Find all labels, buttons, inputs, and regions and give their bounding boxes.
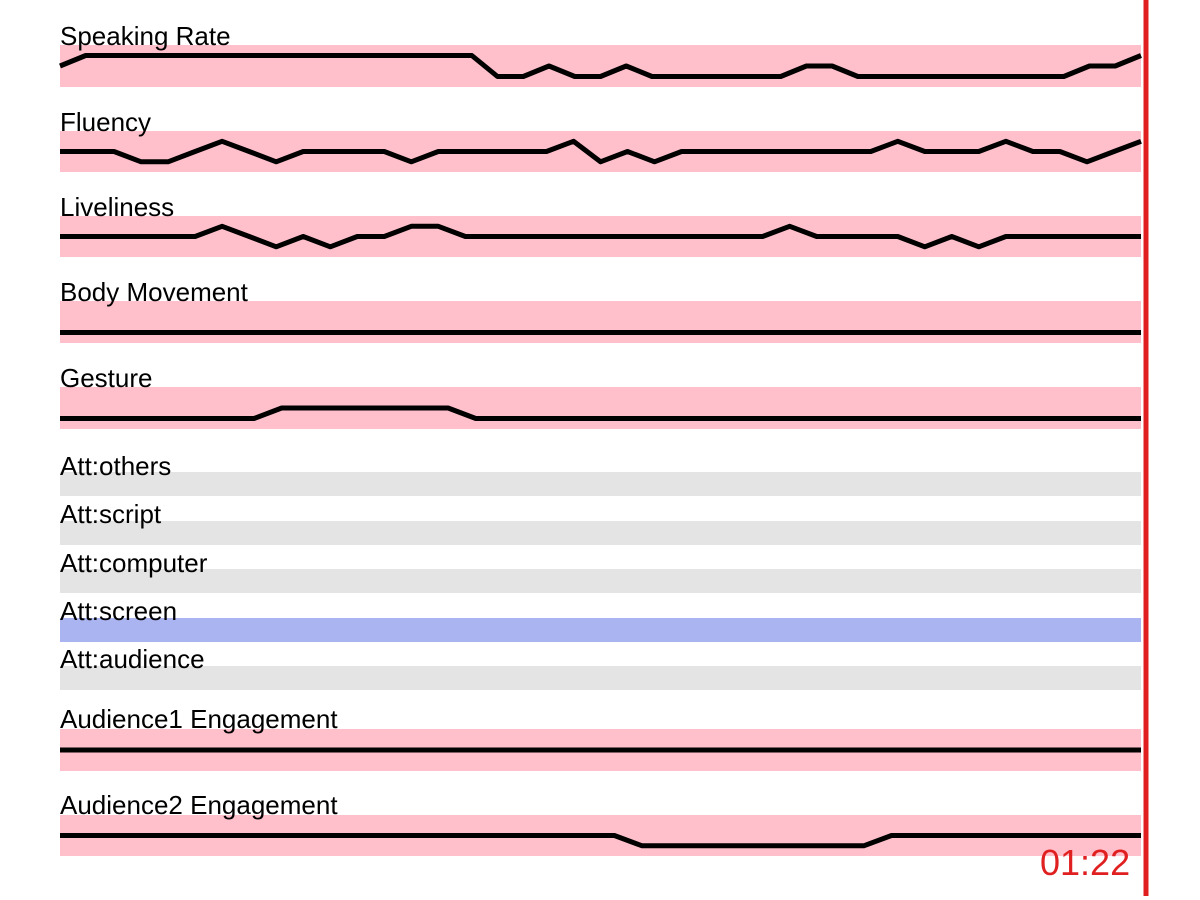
track-liveliness: Liveliness <box>60 192 1141 257</box>
track-label: Body Movement <box>60 277 249 307</box>
attention-band <box>60 521 1141 545</box>
time-readout: 01:22 <box>1040 842 1131 883</box>
track-label: Gesture <box>60 363 153 393</box>
trace-line <box>60 405 1141 421</box>
track-label: Liveliness <box>60 192 174 222</box>
trace-line <box>60 223 1141 250</box>
attention-band <box>60 569 1141 593</box>
track-band <box>60 45 1141 87</box>
track-att-screen: Att:screen <box>60 596 1141 642</box>
track-band <box>60 301 1141 343</box>
track-label: Fluency <box>60 107 151 137</box>
track-audience1-engagement: Audience1 Engagement <box>60 704 1141 771</box>
track-audience2-engagement: Audience2 Engagement <box>60 790 1141 856</box>
track-label: Att:screen <box>60 596 177 626</box>
track-att-audience: Att:audience <box>60 644 1141 690</box>
track-att-others: Att:others <box>60 451 1141 496</box>
track-label: Att:computer <box>60 548 208 578</box>
track-label: Att:audience <box>60 644 205 674</box>
track-gesture: Gesture <box>60 363 1141 429</box>
track-att-computer: Att:computer <box>60 548 1141 593</box>
track-label: Att:others <box>60 451 171 481</box>
track-label: Speaking Rate <box>60 21 231 51</box>
attention-band <box>60 472 1141 496</box>
trace-line <box>60 833 1141 849</box>
track-fluency: Fluency <box>60 107 1142 172</box>
attention-band <box>60 666 1141 690</box>
track-speaking-rate: Speaking Rate <box>59 21 1142 87</box>
track-att-script: Att:script <box>60 499 1141 545</box>
track-label: Att:script <box>60 499 162 529</box>
track-body-movement: Body Movement <box>60 277 1141 343</box>
attention-band <box>60 618 1141 642</box>
track-label: Audience2 Engagement <box>60 790 338 820</box>
track-band <box>60 387 1141 429</box>
track-label: Audience1 Engagement <box>60 704 338 734</box>
trace-line <box>60 138 1142 165</box>
trace-line <box>59 53 1142 79</box>
